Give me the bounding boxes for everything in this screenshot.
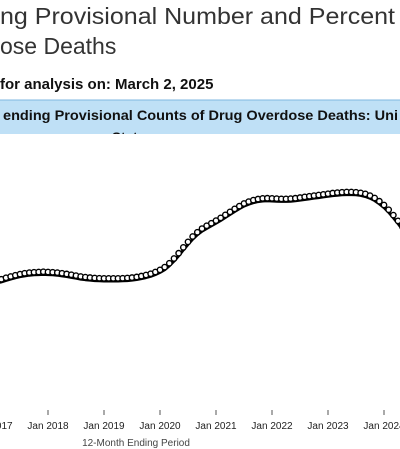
series-dot: [231, 205, 239, 213]
series-dot: [389, 211, 397, 219]
subtitle: for analysis on: March 2, 2025: [0, 76, 213, 93]
series-dot: [161, 263, 169, 271]
title-line: ng Provisional Number and Percent: [0, 3, 396, 29]
series-dot: [221, 211, 229, 219]
series-dot: [198, 225, 206, 232]
series-dot: [170, 255, 178, 262]
x-tick-label: Jan 2022: [251, 421, 293, 432]
series-dot: [375, 197, 383, 205]
x-tick-label: Jan 2019: [83, 421, 125, 432]
series-dot: [385, 206, 393, 214]
x-tick-label: Jan 2021: [195, 421, 237, 432]
series-dot: [226, 208, 234, 216]
series-dot: [156, 266, 164, 274]
x-tick-label: Jan 2024: [363, 421, 400, 432]
x-tick-label: Jan 2018: [27, 421, 69, 432]
series-dot: [179, 244, 187, 251]
x-tick-label: Jan 2017: [0, 421, 13, 432]
series-dot: [184, 238, 192, 246]
title-line: ose Deaths: [0, 33, 116, 59]
series-dot: [371, 194, 379, 202]
chart-area: [0, 134, 400, 449]
x-tick-label: Jan 2020: [139, 421, 181, 432]
series-dot: [175, 249, 183, 257]
x-axis-label: 12-Month Ending Period: [82, 438, 190, 449]
series-dot: [217, 214, 225, 222]
series-dot: [394, 217, 400, 225]
banner-line: ending Provisional Counts of Drug Overdo…: [3, 108, 398, 123]
x-tick-label: Jan 2023: [307, 421, 349, 432]
series-dot: [165, 259, 173, 267]
series-dot: [380, 201, 388, 209]
series-dot: [189, 233, 197, 240]
series-dot: [193, 228, 201, 236]
series-dot: [212, 217, 220, 225]
banner: [0, 99, 400, 141]
